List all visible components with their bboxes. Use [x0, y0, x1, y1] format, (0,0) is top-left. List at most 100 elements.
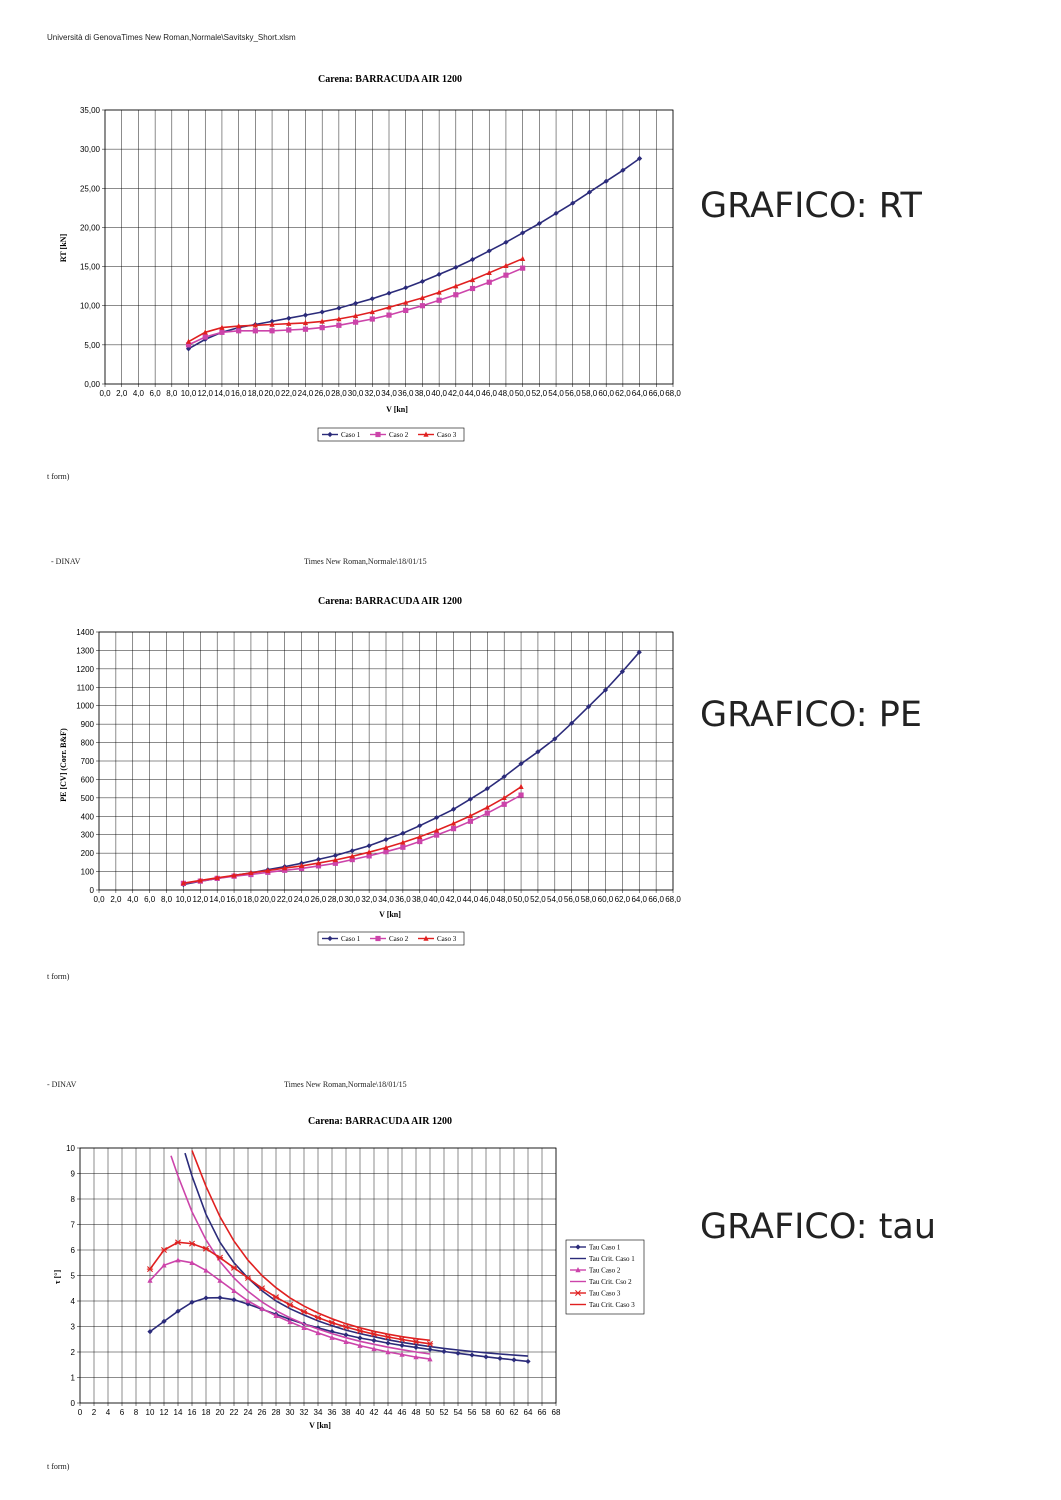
x-tick-label: 24,0: [298, 389, 314, 398]
y-tick-label: 25,00: [80, 184, 101, 193]
legend-marker: [574, 1290, 582, 1296]
x-tick-label: 26,0: [314, 389, 330, 398]
data-point: [161, 1262, 167, 1268]
x-tick-label: 68: [552, 1408, 561, 1417]
y-axis-label: RT [kN]: [59, 234, 68, 263]
series-line: [191, 1150, 431, 1342]
y-tick-label: 700: [81, 757, 95, 766]
x-tick-label: 58,0: [581, 895, 597, 904]
x-tick-label: 14,0: [214, 389, 230, 398]
y-tick-label: 1000: [76, 702, 94, 711]
data-point: [426, 1340, 434, 1347]
data-point: [501, 801, 507, 807]
data-point: [301, 1324, 307, 1330]
data-point: [434, 814, 440, 821]
data-point: [286, 1301, 294, 1308]
x-tick-label: 62,0: [615, 895, 631, 904]
data-point: [269, 328, 275, 334]
data-point: [399, 1342, 405, 1348]
data-point: [332, 860, 338, 866]
data-point: [419, 278, 426, 285]
data-point: [369, 296, 375, 302]
x-tick-label: 12,0: [193, 895, 209, 904]
x-tick-label: 18,0: [243, 895, 259, 904]
data-point: [366, 849, 372, 855]
y-tick-label: 35,00: [80, 106, 101, 115]
x-tick-label: 42,0: [448, 389, 464, 398]
y-tick-label: 2: [71, 1348, 76, 1357]
data-point: [188, 1240, 196, 1247]
x-tick-label: 4,0: [127, 895, 139, 904]
data-point: [536, 220, 542, 227]
x-tick-label: 30,0: [348, 389, 364, 398]
x-tick-label: 68,0: [665, 895, 681, 904]
data-point: [314, 1314, 322, 1321]
y-tick-label: 200: [81, 849, 95, 858]
data-point: [302, 326, 309, 332]
series-caso-2: [185, 265, 526, 348]
x-tick-label: 24: [244, 1408, 253, 1417]
x-tick-label: 52,0: [532, 389, 548, 398]
legend-marker: [327, 935, 333, 942]
data-point: [366, 853, 372, 859]
x-tick-label: 12: [160, 1408, 169, 1417]
data-point: [469, 285, 476, 292]
series-caso-1: [185, 155, 643, 352]
data-point: [248, 869, 254, 876]
y-tick-label: 1400: [76, 628, 94, 637]
x-tick-label: 34,0: [381, 389, 397, 398]
x-tick-label: 52,0: [530, 895, 546, 904]
data-point: [231, 1297, 237, 1303]
y-tick-label: 100: [81, 868, 95, 877]
data-point: [386, 312, 392, 318]
data-point: [483, 1354, 489, 1360]
rt-chart: Carena: BARRACUDA AIR 1200 0,0 2,0 4,0 6,0 8,…: [59, 74, 681, 442]
x-tick-label: 12,0: [197, 389, 213, 398]
x-tick-label: 0,0: [93, 895, 105, 904]
data-point: [398, 1336, 406, 1343]
series-tau-crit-cso-2: [170, 1155, 431, 1355]
data-point: [245, 1298, 251, 1304]
data-point: [219, 324, 225, 330]
legend-label: Caso 1: [341, 431, 361, 439]
data-point: [436, 297, 442, 303]
data-point: [282, 867, 288, 873]
x-tick-label: 10: [146, 1408, 155, 1417]
data-point: [202, 1245, 210, 1252]
data-point: [328, 1319, 336, 1326]
x-tick-label: 2: [92, 1408, 97, 1417]
data-point: [189, 1259, 195, 1265]
x-tick-label: 32: [300, 1408, 309, 1417]
x-tick-label: 44,0: [463, 895, 479, 904]
data-point: [357, 1335, 363, 1341]
data-point: [412, 1338, 420, 1345]
data-point: [453, 283, 459, 289]
x-tick-label: 44,0: [465, 389, 481, 398]
legend: Caso 1 Caso 2 Caso 3: [317, 931, 465, 946]
data-point: [385, 1340, 391, 1346]
x-tick-label: 26: [258, 1408, 267, 1417]
x-axis-label: V [kn]: [386, 405, 408, 414]
data-point: [427, 1356, 433, 1362]
x-tick-label: 30,0: [344, 895, 360, 904]
data-point: [203, 1267, 209, 1273]
x-tick-label: 24,0: [294, 895, 310, 904]
x-tick-label: 64,0: [632, 389, 648, 398]
x-tick-label: 48,0: [498, 389, 514, 398]
data-point: [518, 792, 524, 798]
data-point: [525, 1358, 531, 1365]
x-tick-label: 64,0: [631, 895, 647, 904]
data-point: [467, 818, 474, 824]
x-tick-label: 26,0: [311, 895, 327, 904]
data-point: [252, 322, 258, 328]
series-line: [149, 1296, 529, 1363]
data-point: [147, 1329, 153, 1335]
chart-title: Carena: BARRACUDA AIR 1200: [318, 596, 462, 607]
data-point: [185, 338, 192, 344]
data-point: [453, 292, 459, 298]
y-tick-label: 3: [71, 1323, 76, 1332]
x-tick-label: 54,0: [547, 895, 563, 904]
data-point: [586, 189, 593, 195]
data-point: [427, 1346, 433, 1353]
y-axis-label: τ [°]: [53, 1270, 62, 1285]
